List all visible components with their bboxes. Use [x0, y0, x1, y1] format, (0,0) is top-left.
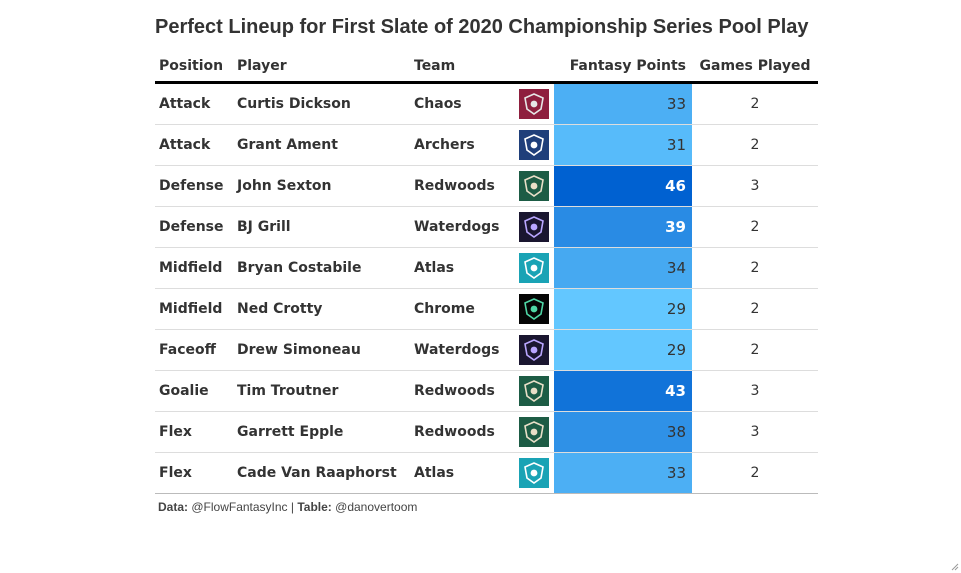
- cell-games-played: 2: [692, 329, 818, 371]
- cell-fantasy-points: 29: [554, 288, 692, 330]
- chrome-logo-icon: [519, 294, 549, 324]
- cell-team: Redwoods: [414, 411, 514, 453]
- cell-fantasy-points: 33: [554, 82, 692, 125]
- table-row: Attack Curtis Dickson Chaos 33 2: [155, 82, 818, 125]
- atlas-logo-icon: [519, 458, 549, 488]
- cell-team-logo: [514, 206, 554, 248]
- source-data-label: Data:: [158, 500, 189, 514]
- cell-position: Attack: [155, 124, 237, 166]
- chaos-logo-icon: [519, 89, 549, 119]
- cell-team-logo: [514, 411, 554, 453]
- cell-position: Goalie: [155, 370, 237, 412]
- cell-games-played: 2: [692, 247, 818, 289]
- cell-player: Drew Simoneau: [237, 329, 414, 371]
- cell-player: Cade Van Raaphorst: [237, 452, 414, 494]
- cell-games-played: 2: [692, 82, 818, 125]
- table-row: Faceoff Drew Simoneau Waterdogs 29 2: [155, 329, 818, 371]
- table-row: Goalie Tim Troutner Redwoods 43 3: [155, 370, 818, 412]
- source-data-value: @FlowFantasyInc |: [188, 500, 298, 514]
- cell-team-logo: [514, 370, 554, 412]
- atlas-logo-icon: [519, 253, 549, 283]
- waterdogs-logo-icon: [519, 335, 549, 365]
- column-header-logo: [514, 51, 554, 84]
- cell-team-logo: [514, 124, 554, 166]
- cell-team-logo: [514, 165, 554, 207]
- cell-position: Midfield: [155, 288, 237, 330]
- redwoods-logo-icon: [519, 417, 549, 447]
- cell-team: Chaos: [414, 82, 514, 125]
- cell-team-logo: [514, 247, 554, 289]
- resize-handle-icon[interactable]: [951, 563, 959, 571]
- redwoods-logo-icon: [519, 171, 549, 201]
- cell-fantasy-points: 29: [554, 329, 692, 371]
- cell-position: Defense: [155, 206, 237, 248]
- cell-team-logo: [514, 288, 554, 330]
- cell-player: Tim Troutner: [237, 370, 414, 412]
- cell-team: Redwoods: [414, 370, 514, 412]
- source-table-value: @danovertoom: [331, 500, 418, 514]
- cell-player: Curtis Dickson: [237, 82, 414, 125]
- table-row: Defense BJ Grill Waterdogs 39 2: [155, 206, 818, 248]
- cell-team: Redwoods: [414, 165, 514, 207]
- cell-fantasy-points: 39: [554, 206, 692, 248]
- cell-position: Flex: [155, 411, 237, 453]
- column-header-games-played: Games Played: [692, 51, 818, 84]
- cell-team: Waterdogs: [414, 206, 514, 248]
- table-body: Attack Curtis Dickson Chaos 33 2 Attack Grant …: [155, 82, 818, 494]
- waterdogs-logo-icon: [519, 212, 549, 242]
- cell-player: Ned Crotty: [237, 288, 414, 330]
- column-header-fantasy-points: Fantasy Points: [554, 51, 692, 84]
- cell-player: John Sexton: [237, 165, 414, 207]
- cell-position: Midfield: [155, 247, 237, 289]
- header-row: Position Player Team Fantasy Points Game…: [155, 51, 818, 84]
- cell-fantasy-points: 46: [554, 165, 692, 207]
- cell-fantasy-points: 34: [554, 247, 692, 289]
- cell-games-played: 3: [692, 411, 818, 453]
- cell-fantasy-points: 43: [554, 370, 692, 412]
- source-table-label: Table:: [297, 500, 332, 514]
- cell-games-played: 3: [692, 370, 818, 412]
- table-row: Attack Grant Ament Archers 31 2: [155, 124, 818, 166]
- cell-team-logo: [514, 82, 554, 125]
- column-header-player: Player: [237, 51, 414, 84]
- table-row: Defense John Sexton Redwoods 46 3: [155, 165, 818, 207]
- table-row: Flex Cade Van Raaphorst Atlas 33 2: [155, 452, 818, 494]
- cell-team-logo: [514, 329, 554, 371]
- cell-position: Attack: [155, 82, 237, 125]
- cell-position: Flex: [155, 452, 237, 494]
- cell-team-logo: [514, 452, 554, 494]
- cell-games-played: 3: [692, 165, 818, 207]
- lineup-table: Position Player Team Fantasy Points Game…: [155, 51, 818, 494]
- redwoods-logo-icon: [519, 376, 549, 406]
- column-header-team: Team: [414, 51, 514, 84]
- table-row: Midfield Bryan Costabile Atlas 34 2: [155, 247, 818, 289]
- cell-games-played: 2: [692, 452, 818, 494]
- table-container: Perfect Lineup for First Slate of 2020 C…: [155, 14, 818, 514]
- table-title: Perfect Lineup for First Slate of 2020 C…: [155, 16, 809, 38]
- cell-position: Defense: [155, 165, 237, 207]
- column-header-position: Position: [155, 51, 237, 84]
- cell-fantasy-points: 31: [554, 124, 692, 166]
- cell-games-played: 2: [692, 206, 818, 248]
- cell-fantasy-points: 38: [554, 411, 692, 453]
- source-note: Data: @FlowFantasyInc | Table: @danovert…: [155, 500, 810, 514]
- cell-team: Chrome: [414, 288, 514, 330]
- cell-player: Garrett Epple: [237, 411, 414, 453]
- cell-player: Bryan Costabile: [237, 247, 414, 289]
- archers-logo-icon: [519, 130, 549, 160]
- cell-team: Atlas: [414, 452, 514, 494]
- cell-player: BJ Grill: [237, 206, 414, 248]
- cell-team: Waterdogs: [414, 329, 514, 371]
- cell-team: Atlas: [414, 247, 514, 289]
- table-row: Flex Garrett Epple Redwoods 38 3: [155, 411, 818, 453]
- cell-fantasy-points: 33: [554, 452, 692, 494]
- cell-position: Faceoff: [155, 329, 237, 371]
- cell-games-played: 2: [692, 288, 818, 330]
- table-row: Midfield Ned Crotty Chrome 29 2: [155, 288, 818, 330]
- cell-games-played: 2: [692, 124, 818, 166]
- cell-player: Grant Ament: [237, 124, 414, 166]
- cell-team: Archers: [414, 124, 514, 166]
